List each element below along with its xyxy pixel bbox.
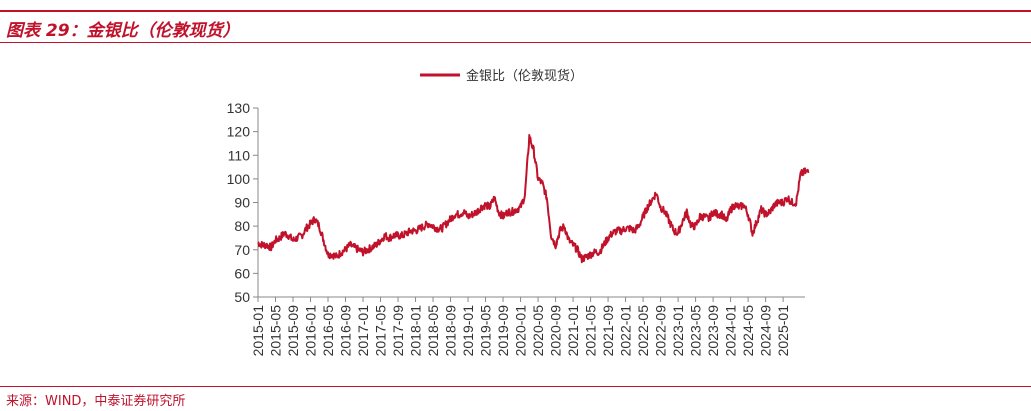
title-rule <box>0 42 1031 43</box>
source-note: 来源：WIND，中泰证券研究所 <box>6 394 186 409</box>
x-tick-label: 2024-09 <box>758 305 774 357</box>
x-tick-label: 2015-05 <box>268 305 284 357</box>
x-tick-label: 2024-05 <box>740 305 756 357</box>
x-tick-label: 2018-05 <box>425 305 441 357</box>
y-tick-label: 110 <box>228 147 251 163</box>
x-tick-label: 2019-01 <box>460 305 476 357</box>
x-tick-label: 2019-05 <box>478 305 494 357</box>
x-tick-label: 2019-09 <box>495 305 511 357</box>
x-tick-label: 2021-01 <box>565 305 581 357</box>
x-tick-label: 2022-09 <box>653 305 669 357</box>
x-tick-label: 2015-01 <box>250 305 266 357</box>
x-tick-label: 2020-05 <box>530 305 546 357</box>
x-tick-label: 2017-09 <box>390 305 406 357</box>
x-tick-label: 2018-09 <box>443 305 459 357</box>
x-tick-label: 2016-09 <box>338 305 354 357</box>
y-tick-label: 60 <box>234 265 250 281</box>
x-tick-label: 2025-01 <box>775 305 791 357</box>
x-tick-label: 2024-01 <box>723 305 739 357</box>
x-tick-label: 2020-09 <box>548 305 564 357</box>
y-tick-label: 120 <box>227 124 251 140</box>
x-tick-label: 2017-01 <box>355 305 371 357</box>
y-tick-label: 90 <box>234 195 250 211</box>
x-tick-label: 2023-05 <box>688 305 704 357</box>
legend-label: 金银比（伦敦现货） <box>466 68 583 84</box>
x-tick-label: 2021-09 <box>600 305 616 357</box>
x-tick-label: 2016-05 <box>320 305 336 357</box>
x-tick-label: 2015-09 <box>285 305 301 357</box>
y-tick-label: 80 <box>234 218 250 234</box>
series-line <box>257 134 810 264</box>
x-tick-label: 2022-05 <box>635 305 651 357</box>
x-tick-label: 2018-01 <box>408 305 424 357</box>
x-tick-label: 2017-05 <box>373 305 389 357</box>
y-tick-label: 130 <box>227 100 251 116</box>
top-rule <box>0 10 1031 12</box>
x-tick-label: 2020-01 <box>513 305 529 357</box>
bottom-rule <box>0 386 1031 387</box>
x-tick-label: 2021-05 <box>583 305 599 357</box>
y-tick-label: 50 <box>234 289 250 305</box>
figure-title: 图表 29：金银比（伦敦现货） <box>6 21 240 41</box>
x-tick-label: 2016-01 <box>303 305 319 357</box>
y-tick-label: 70 <box>234 242 250 258</box>
x-tick-label: 2023-09 <box>705 305 721 357</box>
x-tick-label: 2022-01 <box>618 305 634 357</box>
x-tick-label: 2023-01 <box>670 305 686 357</box>
y-tick-label: 100 <box>227 171 251 187</box>
